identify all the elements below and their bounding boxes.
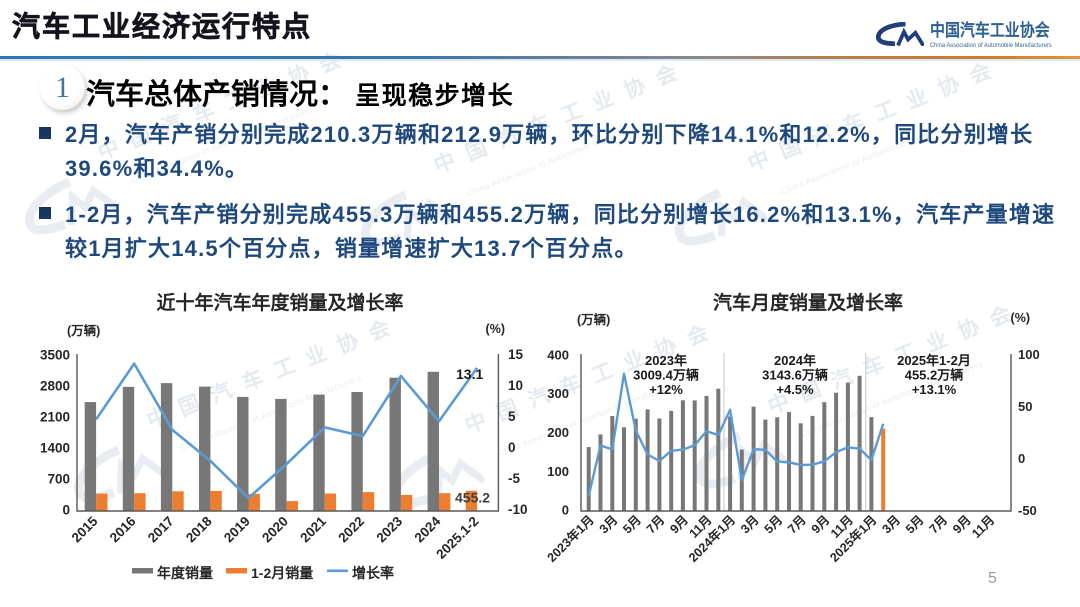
svg-text:455.2万辆: 455.2万辆 xyxy=(905,368,964,383)
svg-text:-5: -5 xyxy=(508,471,520,486)
svg-text:(万辆): (万辆) xyxy=(67,323,100,338)
svg-text:1-2月销量: 1-2月销量 xyxy=(251,565,313,581)
svg-text:10: 10 xyxy=(508,378,523,393)
svg-text:5: 5 xyxy=(508,409,516,424)
svg-text:300: 300 xyxy=(547,386,569,401)
svg-text:5月: 5月 xyxy=(903,513,927,537)
svg-text:400: 400 xyxy=(547,348,569,363)
svg-text:5月: 5月 xyxy=(620,513,644,537)
svg-text:3009.4万辆: 3009.4万辆 xyxy=(633,368,699,383)
svg-text:-10: -10 xyxy=(508,502,528,517)
svg-text:(万辆): (万辆) xyxy=(577,312,610,327)
svg-text:3月: 3月 xyxy=(597,513,621,537)
svg-text:+12%: +12% xyxy=(649,382,683,397)
svg-text:0: 0 xyxy=(62,503,70,518)
svg-text:2024: 2024 xyxy=(412,513,444,545)
svg-text:700: 700 xyxy=(47,472,70,487)
svg-text:2024年: 2024年 xyxy=(774,353,816,368)
svg-text:0: 0 xyxy=(508,440,516,455)
svg-text:2025.1-2: 2025.1-2 xyxy=(433,514,481,562)
svg-text:1400: 1400 xyxy=(40,441,70,456)
svg-text:2023: 2023 xyxy=(373,513,405,545)
svg-text:汽车月度销量及增长率: 汽车月度销量及增长率 xyxy=(713,291,903,314)
svg-text:7月: 7月 xyxy=(644,513,668,537)
svg-text:-50: -50 xyxy=(1018,503,1037,518)
svg-text:2100: 2100 xyxy=(40,410,70,425)
svg-text:0: 0 xyxy=(562,503,569,518)
svg-text:5月: 5月 xyxy=(762,513,786,537)
svg-text:3月: 3月 xyxy=(879,513,903,537)
svg-text:2023年: 2023年 xyxy=(645,353,687,368)
svg-text:近十年汽车年度销量及增长率: 近十年汽车年度销量及增长率 xyxy=(156,291,403,314)
svg-text:100: 100 xyxy=(547,464,569,479)
svg-text:+4.5%: +4.5% xyxy=(776,382,814,397)
svg-text:3143.6万辆: 3143.6万辆 xyxy=(762,368,828,383)
svg-text:2021: 2021 xyxy=(297,513,329,545)
svg-text:11月: 11月 xyxy=(969,513,997,541)
svg-text:2016: 2016 xyxy=(107,513,139,545)
svg-text:3月: 3月 xyxy=(738,513,762,537)
svg-text:2018: 2018 xyxy=(183,513,215,545)
svg-text:2019: 2019 xyxy=(221,514,253,546)
svg-text:2023年1月: 2023年1月 xyxy=(544,512,597,565)
svg-text:3500: 3500 xyxy=(40,348,70,363)
svg-text:15: 15 xyxy=(508,347,524,362)
svg-text:50: 50 xyxy=(1018,399,1032,414)
svg-text:455.2: 455.2 xyxy=(455,490,490,506)
svg-text:2022: 2022 xyxy=(335,514,367,546)
svg-text:0: 0 xyxy=(1018,451,1025,466)
svg-text:(%): (%) xyxy=(1011,311,1030,325)
svg-text:100: 100 xyxy=(1018,347,1040,362)
svg-text:7月: 7月 xyxy=(785,513,809,537)
svg-text:2800: 2800 xyxy=(40,379,70,394)
svg-text:+13.1%: +13.1% xyxy=(912,382,957,397)
svg-text:(%): (%) xyxy=(486,322,505,336)
svg-text:2020: 2020 xyxy=(259,514,291,546)
svg-text:2015: 2015 xyxy=(69,513,101,545)
svg-text:2025年1-2月: 2025年1-2月 xyxy=(897,353,971,368)
svg-text:年度销量: 年度销量 xyxy=(157,565,213,581)
svg-text:7月: 7月 xyxy=(927,513,951,537)
svg-text:增长率: 增长率 xyxy=(352,565,394,581)
svg-text:200: 200 xyxy=(547,425,569,440)
svg-text:13.1: 13.1 xyxy=(456,366,483,382)
svg-text:2017: 2017 xyxy=(145,514,177,546)
